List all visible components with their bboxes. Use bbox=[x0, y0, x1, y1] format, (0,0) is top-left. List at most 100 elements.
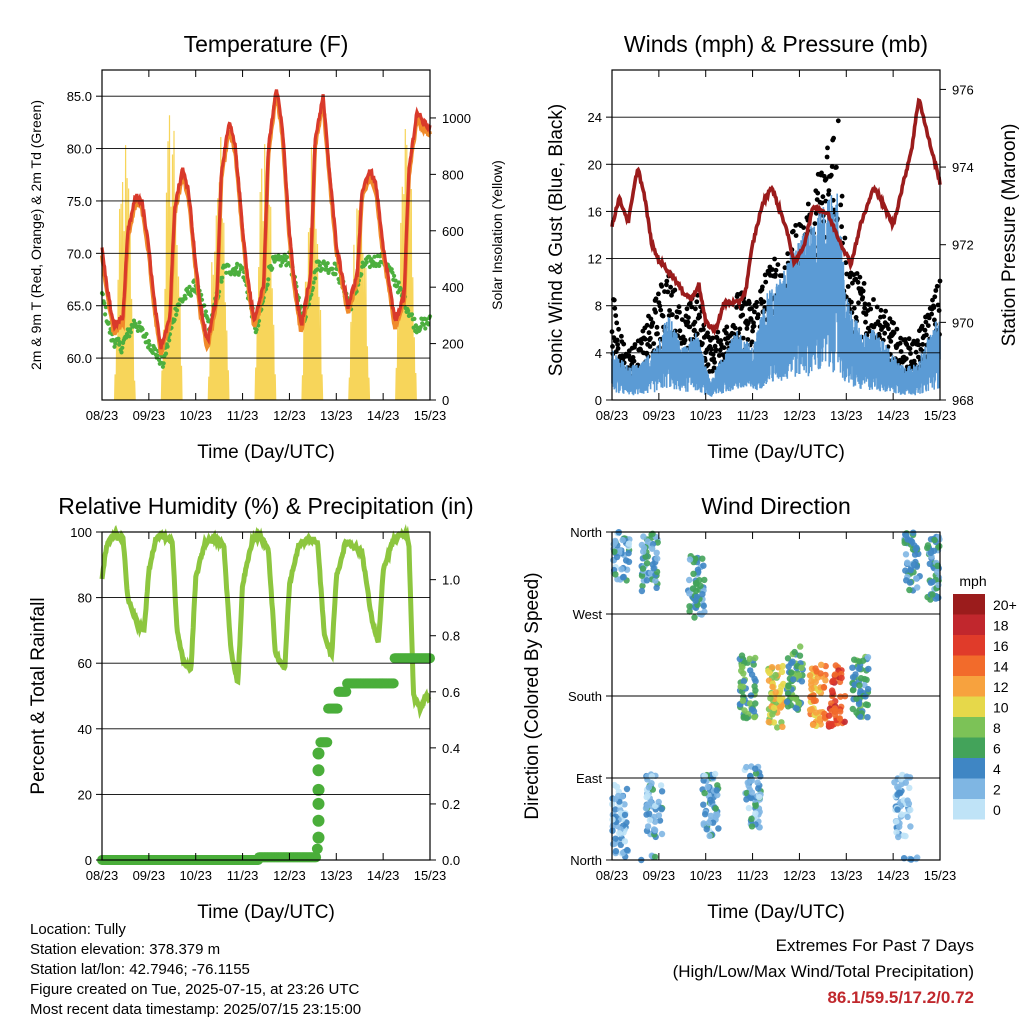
plot-frame bbox=[611, 69, 941, 401]
x-tick-label: 14/23 bbox=[367, 408, 400, 423]
panel-4: Wind Direction 08/23 09/23 10/23 11/23 12/23 1… bbox=[522, 493, 956, 923]
x-tick-label: 15/23 bbox=[414, 868, 447, 883]
y-axis-label: 2m & 9m T (Red, Orange) & 2m Td (Green) bbox=[28, 100, 44, 370]
chart-title: Temperature (F) bbox=[184, 31, 349, 57]
legend-swatch bbox=[953, 778, 985, 799]
y2-axis-label: Solar Insolation (Yellow) bbox=[489, 160, 505, 310]
most-recent-timestamp: Most recent data timestamp: 2025/07/15 2… bbox=[30, 1001, 362, 1018]
x-tick-label: 13/23 bbox=[320, 868, 353, 883]
extremes-box: Extremes For Past 7 Days (High/Low/Max W… bbox=[673, 933, 974, 1011]
legend-label: 12 bbox=[993, 679, 1009, 695]
legend-swatch bbox=[953, 676, 985, 697]
station-elevation: Station elevation: 378.379 m bbox=[30, 941, 221, 958]
y-tick-label: 80 bbox=[78, 591, 92, 606]
legend-label: 16 bbox=[993, 638, 1009, 654]
x-tick-label: 11/23 bbox=[737, 868, 769, 883]
plot-area bbox=[97, 523, 435, 865]
legend-swatch bbox=[953, 655, 985, 676]
panel-2: Winds (mph) & Pressure (mb) 08/23 09/23 10/… bbox=[546, 31, 1020, 463]
plot-area bbox=[609, 97, 943, 397]
legend-swatch bbox=[953, 717, 985, 738]
y2-axis-label: Station Pressure (Maroon) bbox=[999, 124, 1020, 347]
legend-swatch bbox=[953, 696, 985, 717]
x-tick-label: 12/23 bbox=[273, 868, 306, 883]
x-tick-label: 10/23 bbox=[689, 868, 722, 883]
pressure-series bbox=[610, 97, 942, 337]
plot-area bbox=[99, 89, 433, 401]
y-tick-label: 85.0 bbox=[67, 89, 92, 104]
legend-swatch bbox=[953, 737, 985, 758]
y2-tick-label: 0.0 bbox=[442, 853, 460, 868]
x-tick-label: 12/23 bbox=[783, 868, 816, 883]
y2-tick-label: 1000 bbox=[442, 111, 471, 126]
x-tick-label: 11/23 bbox=[227, 868, 259, 883]
x-axis-label: Time (Day/UTC) bbox=[197, 442, 335, 463]
x-tick-label: 10/23 bbox=[179, 408, 212, 423]
y-tick-label: 65.0 bbox=[67, 299, 92, 314]
panel-3: Relative Humidity (%) & Precipitation (i… bbox=[28, 493, 474, 923]
extremes-subtitle: (High/Low/Max Wind/Total Precipitation) bbox=[672, 962, 974, 981]
station-info: Location: Tully Station elevation: 378.3… bbox=[30, 920, 361, 1020]
figure-created: Figure created on Tue, 2025-07-15, at 23… bbox=[30, 981, 360, 998]
legend-title: mph bbox=[959, 573, 986, 589]
legend-swatch bbox=[953, 799, 985, 820]
legend-label: 2 bbox=[993, 782, 1001, 798]
y-axis-label: Direction (Colored By Speed) bbox=[522, 572, 543, 819]
y-tick-label: 0 bbox=[85, 853, 92, 868]
y-tick-label: 70.0 bbox=[67, 246, 92, 261]
y2-tick-label: 968 bbox=[952, 393, 974, 408]
x-tick-label: 09/23 bbox=[133, 868, 166, 883]
x-tick-label: 08/23 bbox=[86, 408, 119, 423]
y-tick-label: 4 bbox=[595, 346, 602, 361]
y2-tick-label: 200 bbox=[442, 337, 464, 352]
x-tick-label: 08/23 bbox=[86, 868, 119, 883]
x-tick-label: 14/23 bbox=[367, 868, 400, 883]
x-axis-label: Time (Day/UTC) bbox=[197, 902, 335, 923]
y-tick-label: 80.0 bbox=[67, 142, 92, 157]
y2-tick-label: 0 bbox=[442, 393, 449, 408]
y-tick-label: 60.0 bbox=[67, 351, 92, 366]
x-tick-label: 15/23 bbox=[414, 408, 447, 423]
y2-tick-label: 976 bbox=[952, 82, 974, 97]
y2-tick-label: 972 bbox=[952, 238, 974, 253]
y-tick-label: West bbox=[573, 607, 603, 622]
legend-swatch bbox=[953, 614, 985, 635]
y-tick-label: North bbox=[570, 853, 602, 868]
y-tick-label: 8 bbox=[595, 299, 602, 314]
plot-frame bbox=[101, 69, 431, 401]
y2-tick-label: 0.2 bbox=[442, 797, 460, 812]
panel-1: Temperature (F) 08/23 09/23 10/23 11/23 12/23… bbox=[28, 31, 505, 463]
x-tick-label: 08/23 bbox=[596, 868, 629, 883]
chart-title: Relative Humidity (%) & Precipitation (i… bbox=[58, 493, 473, 519]
y2-tick-label: 800 bbox=[442, 167, 464, 182]
y2-tick-label: 600 bbox=[442, 224, 464, 239]
y2-tick-label: 974 bbox=[952, 160, 974, 175]
x-tick-label: 09/23 bbox=[643, 868, 676, 883]
x-tick-label: 10/23 bbox=[179, 868, 212, 883]
y-tick-label: 100 bbox=[70, 525, 92, 540]
y-tick-label: 20 bbox=[588, 157, 602, 172]
x-tick-label: 13/23 bbox=[830, 408, 863, 423]
temp-2m-series bbox=[100, 89, 432, 350]
y-tick-label: North bbox=[570, 525, 602, 540]
legend-label: 8 bbox=[993, 720, 1001, 736]
x-axis-label: Time (Day/UTC) bbox=[707, 902, 845, 923]
y-tick-label: East bbox=[576, 771, 602, 786]
wind-direction-series bbox=[609, 529, 943, 864]
y2-tick-label: 0.8 bbox=[442, 629, 460, 644]
legend-label: 6 bbox=[993, 741, 1001, 757]
y-tick-label: South bbox=[568, 689, 602, 704]
x-tick-label: 12/23 bbox=[273, 408, 306, 423]
precip-series bbox=[97, 653, 435, 865]
legend-label: 20+ bbox=[993, 597, 1017, 613]
y-axis-label: Percent & Total Rainfall bbox=[28, 597, 49, 794]
y-tick-label: 12 bbox=[588, 252, 602, 267]
rh-series bbox=[99, 523, 432, 720]
x-tick-label: 14/23 bbox=[877, 868, 910, 883]
y-tick-label: 40 bbox=[78, 722, 92, 737]
speed-legend: mph 20+ 18 16 14 12 10 8 6 4 2 0 bbox=[953, 573, 1017, 820]
y-tick-label: 24 bbox=[588, 110, 602, 125]
y-tick-label: 75.0 bbox=[67, 194, 92, 209]
y2-tick-label: 970 bbox=[952, 315, 974, 330]
